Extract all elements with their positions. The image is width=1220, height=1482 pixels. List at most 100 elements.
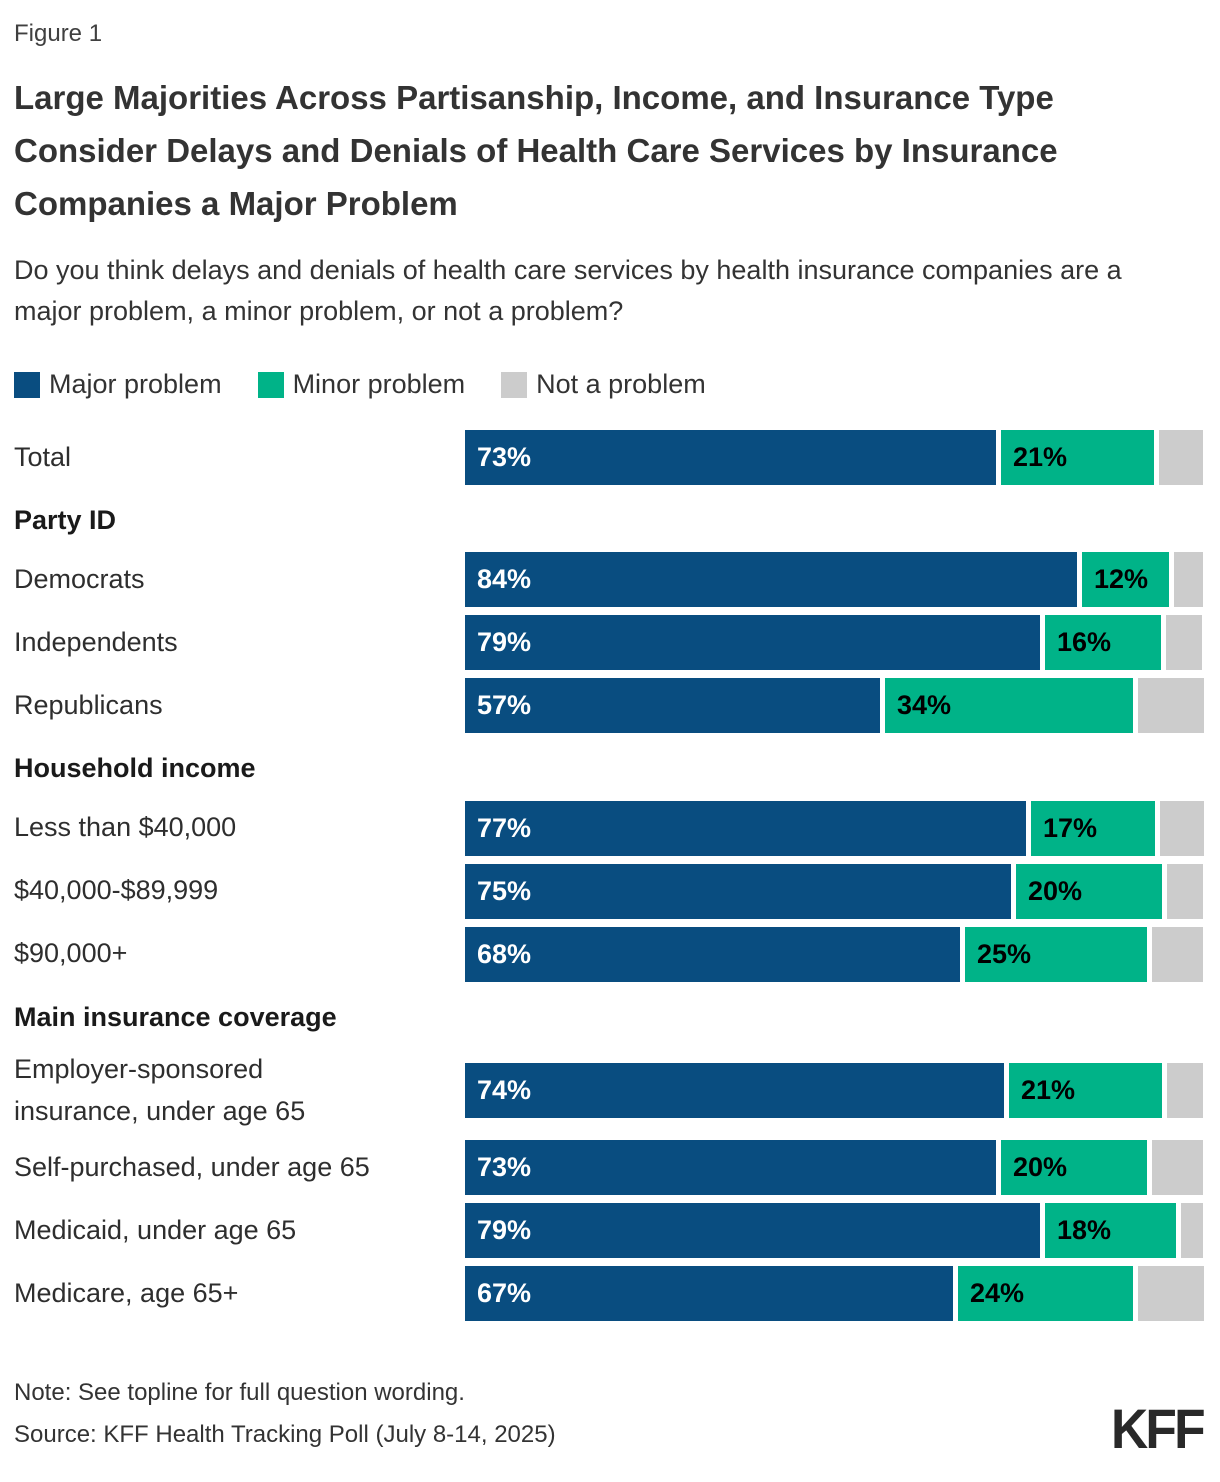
bar-value-label: 20% xyxy=(1013,1152,1068,1183)
bar-value-label: 34% xyxy=(897,690,952,721)
section-header: Household income xyxy=(14,753,256,784)
bar-row: Less than $40,000 77% 17% xyxy=(14,800,1205,856)
bar-segment-not-a-problem xyxy=(1166,615,1202,671)
bar-value-label: 18% xyxy=(1057,1215,1112,1246)
row-label: Medicaid, under age 65 xyxy=(14,1214,297,1245)
legend-swatch-minor-problem xyxy=(257,371,284,398)
bar-segment-not-a-problem xyxy=(1181,1203,1203,1259)
bar-value-label: 68% xyxy=(477,938,532,969)
legend-item-not-a-problem: Not a problem xyxy=(501,369,706,400)
bar-value-label: 20% xyxy=(1028,875,1083,906)
legend-item-minor-problem: Minor problem xyxy=(257,369,466,400)
legend-label: Major problem xyxy=(49,369,222,400)
bar-segment-minor-problem: 12% xyxy=(1082,552,1169,608)
stacked-bar: 79% 18% xyxy=(465,1203,1203,1259)
bar-segment-major-problem: 77% xyxy=(465,800,1026,856)
bar-row: $90,000+ 68% 25% xyxy=(14,926,1205,982)
row-label: Medicare, age 65+ xyxy=(14,1277,239,1308)
bar-segment-not-a-problem xyxy=(1152,1140,1203,1196)
bar-segment-minor-problem: 21% xyxy=(1009,1063,1162,1119)
row-label: Total xyxy=(14,441,72,472)
bar-value-label: 16% xyxy=(1057,627,1112,658)
bar-segment-minor-problem: 20% xyxy=(1016,863,1162,919)
bar-segment-major-problem: 68% xyxy=(465,926,960,982)
bar-row: Democrats 84% 12% xyxy=(14,552,1205,608)
stacked-bar: 84% 12% xyxy=(465,552,1203,608)
legend: Major problem Minor problem Not a problem xyxy=(14,369,1205,400)
bar-row: Self-purchased, under age 65 73% 20% xyxy=(14,1140,1205,1196)
bar-segment-major-problem: 67% xyxy=(465,1266,953,1322)
chart: Total 73% 21% Party ID Democrats 84% 12% Indepe… xyxy=(14,430,1205,1322)
bar-segment-major-problem: 74% xyxy=(465,1063,1004,1119)
row-label: $40,000-$89,999 xyxy=(14,875,219,906)
bar-segment-minor-problem: 24% xyxy=(958,1266,1133,1322)
stacked-bar: 75% 20% xyxy=(465,863,1203,919)
row-label: $90,000+ xyxy=(14,938,128,969)
bar-segment-minor-problem: 34% xyxy=(885,678,1133,734)
bar-row: Total 73% 21% xyxy=(14,430,1205,486)
stacked-bar: 77% 17% xyxy=(465,800,1204,856)
bar-row: Republicans 57% 34% xyxy=(14,678,1205,734)
bar-value-label: 73% xyxy=(477,1152,532,1183)
row-label: Less than $40,000 xyxy=(14,812,237,843)
bar-value-label: 84% xyxy=(477,564,532,595)
footer-note: Note: See topline for full question word… xyxy=(14,1379,465,1407)
bar-segment-major-problem: 84% xyxy=(465,552,1077,608)
legend-label: Minor problem xyxy=(292,369,466,400)
bar-segment-minor-problem: 25% xyxy=(965,926,1147,982)
bar-segment-not-a-problem xyxy=(1160,800,1204,856)
bar-value-label: 79% xyxy=(477,627,532,658)
bar-value-label: 25% xyxy=(977,938,1032,969)
bar-segment-not-a-problem xyxy=(1167,863,1203,919)
kff-logo: KFF xyxy=(1111,1397,1206,1461)
chart-subtitle: Do you think delays and denials of healt… xyxy=(14,255,1122,326)
bar-segment-major-problem: 73% xyxy=(465,430,996,486)
footer-source: Source: KFF Health Tracking Poll (July 8… xyxy=(14,1421,556,1449)
bar-row: Medicaid, under age 65 79% 18% xyxy=(14,1203,1205,1259)
section-header: Main insurance coverage xyxy=(14,1001,337,1032)
bar-segment-major-problem: 79% xyxy=(465,1203,1040,1259)
legend-item-major-problem: Major problem xyxy=(14,369,222,400)
bar-segment-major-problem: 57% xyxy=(465,678,880,734)
bar-value-label: 67% xyxy=(477,1278,532,1309)
bar-value-label: 21% xyxy=(1021,1075,1076,1106)
stacked-bar: 73% 20% xyxy=(465,1140,1203,1196)
bar-segment-major-problem: 79% xyxy=(465,615,1040,671)
bar-segment-minor-problem: 21% xyxy=(1001,430,1154,486)
bar-value-label: 24% xyxy=(970,1278,1025,1309)
row-label: Republicans xyxy=(14,690,163,721)
legend-swatch-not-a-problem xyxy=(501,371,528,398)
bar-segment-minor-problem: 20% xyxy=(1001,1140,1147,1196)
figure-label: Figure 1 xyxy=(14,20,103,47)
stacked-bar: 73% 21% xyxy=(465,430,1203,486)
bar-row: Medicare, age 65+ 67% 24% xyxy=(14,1266,1205,1322)
bar-value-label: 12% xyxy=(1094,564,1149,595)
bar-segment-not-a-problem xyxy=(1138,1266,1204,1322)
bar-segment-not-a-problem xyxy=(1152,926,1203,982)
legend-label: Not a problem xyxy=(536,369,706,400)
bar-segment-minor-problem: 17% xyxy=(1031,800,1155,856)
stacked-bar: 74% 21% xyxy=(465,1063,1203,1119)
bar-segment-major-problem: 73% xyxy=(465,1140,996,1196)
bar-segment-major-problem: 75% xyxy=(465,863,1011,919)
section-header: Party ID xyxy=(14,505,117,536)
bar-segment-minor-problem: 16% xyxy=(1045,615,1161,671)
stacked-bar: 68% 25% xyxy=(465,926,1203,982)
bar-row: $40,000-$89,999 75% 20% xyxy=(14,863,1205,919)
row-label: Democrats xyxy=(14,564,145,595)
chart-title: Large Majorities Across Partisanship, In… xyxy=(14,79,1058,222)
footer: Note: See topline for full question word… xyxy=(14,1379,1206,1457)
stacked-bar: 67% 24% xyxy=(465,1266,1204,1322)
legend-swatch-major-problem xyxy=(14,371,40,398)
stacked-bar: 79% 16% xyxy=(465,615,1202,671)
bar-value-label: 21% xyxy=(1013,442,1068,473)
bar-segment-not-a-problem xyxy=(1167,1063,1203,1119)
stacked-bar: 57% 34% xyxy=(465,678,1204,734)
bar-value-label: 74% xyxy=(477,1075,532,1106)
bar-segment-not-a-problem xyxy=(1174,552,1203,608)
bar-value-label: 79% xyxy=(477,1215,532,1246)
bar-value-label: 75% xyxy=(477,875,532,906)
bar-value-label: 17% xyxy=(1043,812,1098,843)
row-label: Independents xyxy=(14,627,178,658)
